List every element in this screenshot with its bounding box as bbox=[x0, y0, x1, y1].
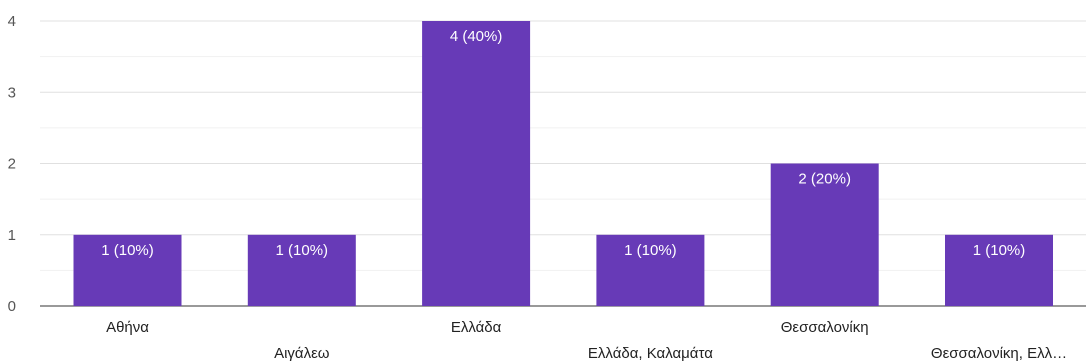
bar bbox=[247, 234, 356, 307]
bars: 1 (10%) 1 (10%) 4 (40%) 1 (10%) 2 (20%) 1 (10… bbox=[73, 21, 1053, 307]
bar-data-label: 4 (40%) bbox=[450, 28, 503, 45]
x-category-label: Αθήνα bbox=[106, 319, 149, 336]
bar bbox=[73, 234, 182, 307]
bar-data-label: 1 (10%) bbox=[101, 242, 154, 259]
bar bbox=[596, 234, 705, 307]
x-axis-labels: Αθήνα Αιγάλεω Ελλάδα Ελλάδα, Καλαμάτα Θεσσαλ… bbox=[106, 319, 1067, 362]
y-axis-ticks: 0 1 2 3 4 bbox=[8, 13, 16, 315]
x-category-label: Θεσσαλονίκη bbox=[781, 319, 869, 336]
y-tick-label: 4 bbox=[8, 13, 16, 30]
x-category-label: Ελλάδα, Καλαμάτα bbox=[588, 345, 713, 362]
y-tick-label: 0 bbox=[8, 298, 16, 315]
bar bbox=[945, 234, 1053, 307]
bar-data-label: 1 (10%) bbox=[624, 242, 677, 259]
bar-data-label: 1 (10%) bbox=[973, 242, 1026, 259]
gridlines bbox=[40, 20, 1086, 307]
bar bbox=[770, 163, 879, 306]
y-tick-label: 3 bbox=[8, 84, 16, 101]
y-tick-label: 2 bbox=[8, 156, 16, 173]
bar-data-label: 1 (10%) bbox=[276, 242, 329, 259]
x-category-label: Αιγάλεω bbox=[274, 345, 330, 362]
bar bbox=[422, 21, 531, 306]
x-category-label: Θεσσαλονίκη, Ελλ… bbox=[931, 345, 1067, 362]
x-category-label: Ελλάδα bbox=[451, 319, 502, 336]
y-tick-label: 1 bbox=[8, 227, 16, 244]
bar-data-label: 2 (20%) bbox=[798, 171, 851, 188]
